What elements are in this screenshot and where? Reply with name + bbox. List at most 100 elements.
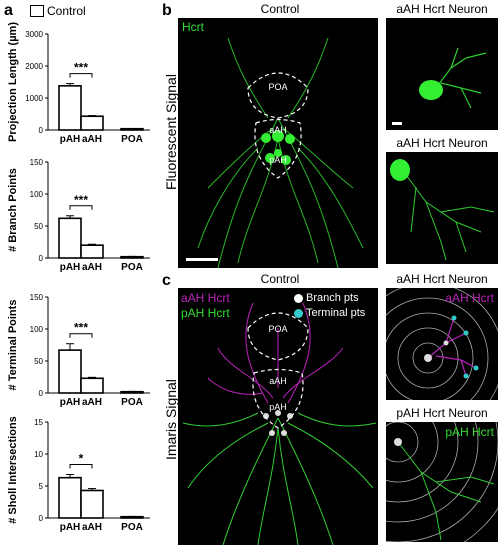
panel-letter-b: b (162, 2, 172, 19)
legend-terminal-label: Terminal pts (306, 307, 366, 319)
legend-branch-label: Branch pts (306, 292, 359, 304)
panel-b-neurons: POA aAH pAH (186, 37, 364, 268)
inset-top-label: aAH Hcrt (445, 291, 494, 305)
x-tick-label: aAH (82, 522, 102, 533)
panel-c-traces: POA aAH pAH (182, 302, 377, 545)
y-tick-label: 2000 (25, 62, 43, 71)
x-tick-label: pAH (60, 262, 81, 273)
y-tick-label: 10 (34, 450, 43, 459)
bar-aah (80, 377, 104, 394)
y-tick-label: 0 (39, 254, 44, 263)
bar-aah (80, 244, 104, 259)
chart-projection-length: 0 1000 2000 3000 Projection Length (µm) pAH aA… (0, 22, 160, 152)
region-label-poa: POA (268, 82, 287, 92)
panel-c-inset-top-title: aAH Hcrt Neuron (396, 272, 488, 286)
panel-c-inset-bottom-title: pAH Hcrt Neuron (396, 406, 488, 420)
panel-b-side-label: Fluorescent Signal (163, 74, 179, 190)
y-tick-label: 100 (30, 325, 44, 334)
x-tick-label: aAH (82, 134, 102, 145)
panel-b-inset-bottom-title: aAH Hcrt Neuron (396, 136, 488, 150)
bar-pah (58, 476, 82, 519)
y-tick-label: 3000 (25, 30, 43, 39)
y-axis-label: # Terminal Points (7, 300, 19, 391)
panel-b-title: Control (260, 2, 300, 16)
chart-svg: 0 5 10 15 # Sholl Intersections pAH aAH POA * (7, 416, 150, 533)
bar-pah (58, 85, 82, 131)
region-label-aah: aAH (269, 376, 287, 386)
sig-bracket (69, 73, 93, 78)
x-tick-label: POA (121, 134, 143, 145)
x-tick-label: POA (121, 262, 143, 273)
x-tick-label: pAH (60, 134, 81, 145)
panel-c-image: POA aAH pAH aAH Hcrt pAH Hcrt Branch pts… (178, 288, 378, 545)
panel-c-inset-top: aAH Hcrt (386, 288, 498, 400)
x-tick-label: POA (121, 397, 143, 408)
region-label-poa: POA (268, 324, 287, 334)
bar-aah (80, 489, 104, 519)
y-tick-label: 150 (30, 158, 44, 167)
inset-neuron (390, 159, 495, 261)
y-tick-label: 0 (39, 389, 44, 398)
legend-branch-pts: Branch pts (294, 292, 359, 304)
panel-letter-c: c (162, 272, 171, 289)
panel-c-magenta-label: aAH Hcrt (181, 291, 230, 305)
x-tick-label: POA (121, 522, 143, 533)
panel-b-inset-top (386, 18, 498, 130)
sig-marker: * (79, 451, 84, 465)
terminal-dot-icon (294, 308, 303, 318)
y-axis-label: # Sholl Intersections (7, 416, 19, 524)
panel-c-side-label: Imaris Signal (163, 379, 179, 460)
panel-c-green-label: pAH Hcrt (181, 306, 230, 320)
y-tick-label: 100 (30, 190, 44, 199)
y-tick-label: 15 (34, 418, 43, 427)
y-axis-label: # Branch Points (7, 168, 19, 252)
bar-poa (120, 515, 144, 519)
region-label-pah: pAH (269, 155, 287, 165)
legend-swatch (30, 5, 44, 17)
x-tick-label: aAH (82, 262, 102, 273)
panel-b-channel-label: Hcrt (182, 20, 204, 34)
panel-c-title: Control (260, 272, 300, 286)
legend-control-label: Control (47, 4, 86, 18)
x-tick-label: aAH (82, 397, 102, 408)
panel-c-inset-bottom: pAH Hcrt (386, 422, 498, 542)
branch-dot-icon (294, 293, 303, 303)
sholl-rings (386, 288, 498, 400)
y-axis-label: Projection Length (µm) (7, 22, 19, 142)
legend-terminal-pts: Terminal pts (294, 307, 365, 319)
x-tick-label: pAH (60, 397, 81, 408)
bar-pah (58, 217, 82, 259)
y-tick-label: 50 (34, 357, 43, 366)
bar-poa (120, 390, 144, 394)
y-tick-label: 150 (30, 293, 44, 302)
chart-sholl-intersections: 0 5 10 15 # Sholl Intersections pAH aAH POA * (0, 410, 160, 545)
bar-aah (80, 115, 104, 131)
inset-bottom-label: pAH Hcrt (445, 425, 494, 439)
region-label-aah: aAH (269, 125, 287, 135)
sig-bracket (69, 205, 93, 210)
legend-control: Control (30, 4, 86, 18)
y-tick-label: 5 (39, 482, 44, 491)
y-tick-label: 0 (39, 514, 44, 523)
sig-marker: *** (74, 321, 88, 335)
chart-svg: 0 1000 2000 3000 Projection Length (µm) pAH aA… (7, 22, 150, 145)
scale-bar (186, 258, 218, 261)
sholl-rings (386, 422, 498, 542)
sig-marker: *** (74, 61, 88, 75)
y-tick-label: 0 (39, 126, 44, 135)
bar-poa (120, 255, 144, 259)
panel-b-image: POA aAH pAH Hcrt (178, 18, 378, 268)
sig-marker: *** (74, 193, 88, 207)
chart-svg: 0 50 100 150 # Terminal Points pAH aAH POA *** (7, 293, 150, 408)
y-tick-label: 50 (34, 222, 43, 231)
region-label-pah: pAH (269, 402, 287, 412)
sig-bracket (69, 463, 93, 469)
chart-branch-points: 0 50 100 150 # Branch Points pAH aAH POA *** (0, 150, 160, 280)
panel-letter-a: a (4, 2, 13, 19)
panel-b-inset-bottom (386, 152, 498, 264)
sig-bracket (69, 333, 93, 338)
bar-pah (58, 349, 82, 394)
chart-svg: 0 50 100 150 # Branch Points pAH aAH POA *** (7, 158, 150, 273)
chart-terminal-points: 0 50 100 150 # Terminal Points pAH aAH POA *** (0, 285, 160, 415)
y-tick-label: 1000 (25, 94, 43, 103)
